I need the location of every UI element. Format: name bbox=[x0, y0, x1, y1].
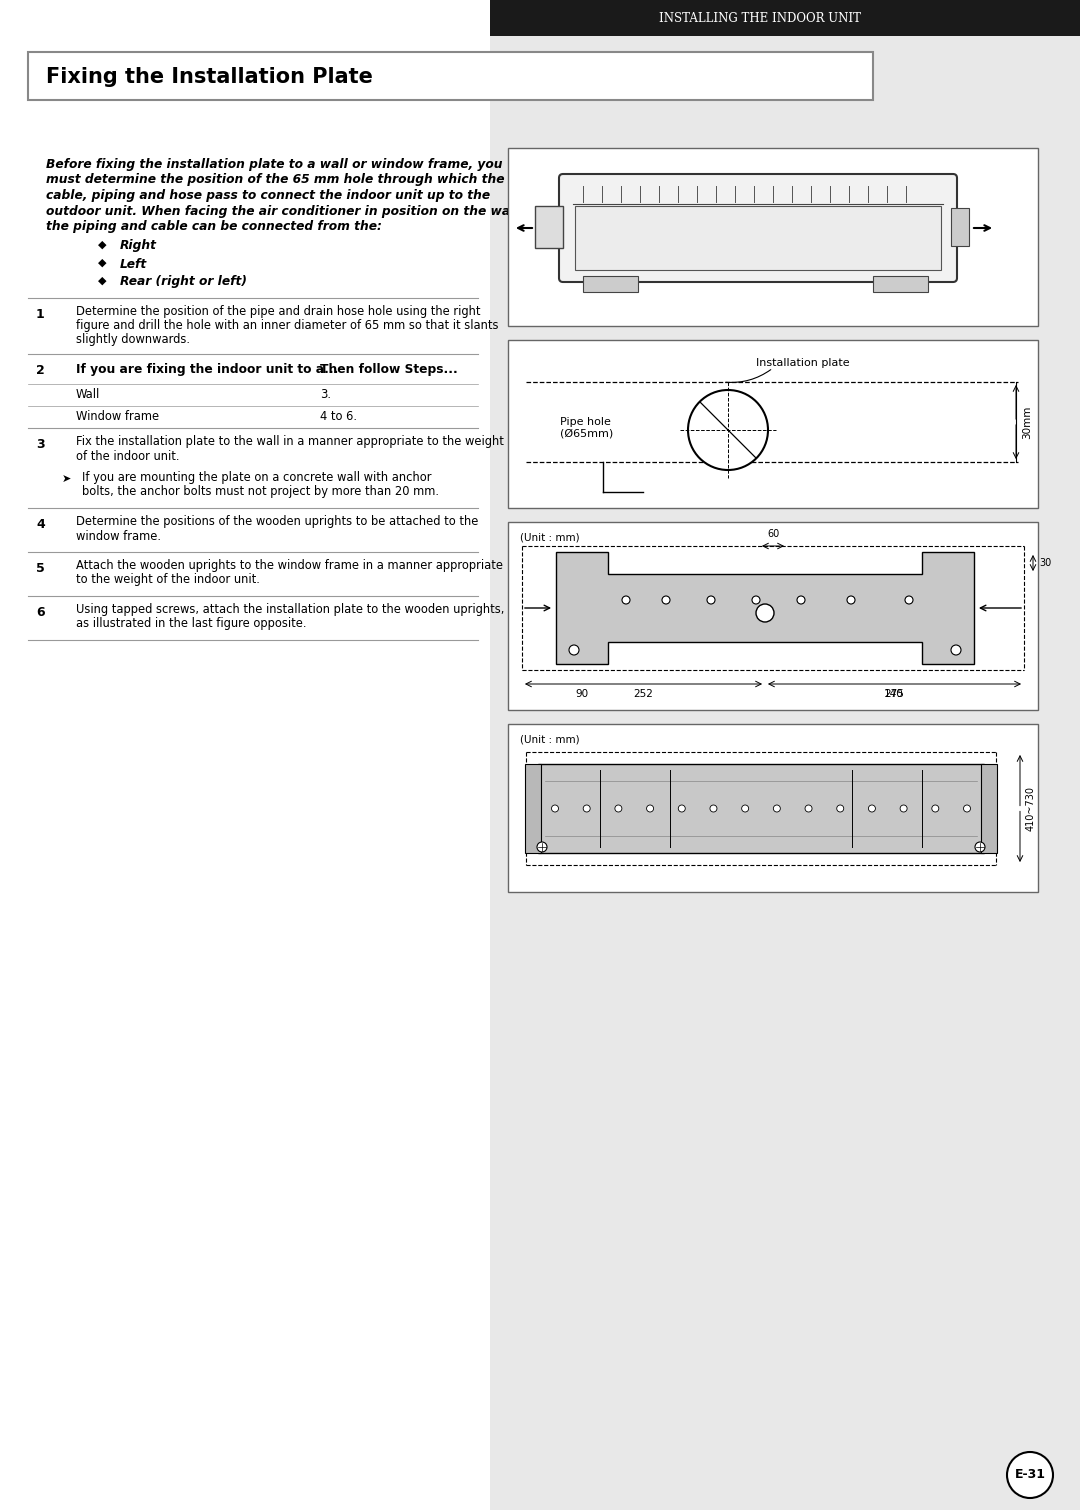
Circle shape bbox=[847, 596, 855, 604]
Text: Wall: Wall bbox=[76, 388, 100, 402]
FancyBboxPatch shape bbox=[559, 174, 957, 282]
Bar bbox=[490, 0, 1080, 1510]
Circle shape bbox=[837, 805, 843, 812]
Bar bbox=[508, 148, 1038, 326]
Circle shape bbox=[975, 843, 985, 852]
Text: 30mm: 30mm bbox=[1022, 405, 1032, 439]
Circle shape bbox=[1007, 1453, 1053, 1498]
Text: If you are fixing the indoor unit to a...: If you are fixing the indoor unit to a..… bbox=[76, 364, 338, 376]
Text: ➤: ➤ bbox=[62, 474, 71, 483]
Text: window frame.: window frame. bbox=[76, 530, 161, 542]
Bar bbox=[490, 0, 1080, 36]
Text: Pipe hole
(Ø65mm): Pipe hole (Ø65mm) bbox=[561, 417, 613, 439]
Text: Window frame: Window frame bbox=[76, 411, 159, 423]
Circle shape bbox=[756, 604, 774, 622]
Polygon shape bbox=[556, 553, 974, 664]
Text: outdoor unit. When facing the air conditioner in position on the wall,: outdoor unit. When facing the air condit… bbox=[46, 204, 523, 217]
Text: Fix the installation plate to the wall in a manner appropriate to the weight: Fix the installation plate to the wall i… bbox=[76, 435, 504, 448]
Text: 410~730: 410~730 bbox=[1026, 787, 1036, 831]
Text: Then follow Steps...: Then follow Steps... bbox=[320, 364, 458, 376]
Text: Installation plate: Installation plate bbox=[756, 358, 850, 368]
Circle shape bbox=[805, 805, 812, 812]
Circle shape bbox=[622, 596, 630, 604]
Text: Attach the wooden uprights to the window frame in a manner appropriate: Attach the wooden uprights to the window… bbox=[76, 560, 503, 572]
Text: Determine the position of the pipe and drain hose hole using the right: Determine the position of the pipe and d… bbox=[76, 305, 481, 319]
Circle shape bbox=[905, 596, 913, 604]
Bar bbox=[508, 723, 1038, 892]
Circle shape bbox=[662, 596, 670, 604]
Circle shape bbox=[615, 805, 622, 812]
Bar bbox=[981, 764, 997, 853]
Text: cable, piping and hose pass to connect the indoor unit up to the: cable, piping and hose pass to connect t… bbox=[46, 189, 490, 202]
Text: 6: 6 bbox=[36, 606, 44, 619]
Text: Before fixing the installation plate to a wall or window frame, you: Before fixing the installation plate to … bbox=[46, 159, 502, 171]
Text: ◆: ◆ bbox=[98, 275, 107, 285]
Text: 60: 60 bbox=[767, 528, 779, 539]
Circle shape bbox=[932, 805, 939, 812]
Text: ◆: ◆ bbox=[98, 240, 107, 249]
Text: of the indoor unit.: of the indoor unit. bbox=[76, 450, 179, 462]
Circle shape bbox=[742, 805, 748, 812]
Text: Using tapped screws, attach the installation plate to the wooden uprights,: Using tapped screws, attach the installa… bbox=[76, 604, 504, 616]
Circle shape bbox=[710, 805, 717, 812]
Bar bbox=[873, 276, 928, 291]
Circle shape bbox=[569, 645, 579, 655]
Circle shape bbox=[537, 843, 546, 852]
Text: 3.: 3. bbox=[320, 388, 330, 402]
Text: INSTALLING THE INDOOR UNIT: INSTALLING THE INDOOR UNIT bbox=[659, 12, 861, 24]
Bar bbox=[525, 764, 541, 853]
Bar bbox=[575, 205, 941, 270]
Text: 1: 1 bbox=[36, 308, 44, 320]
Text: slightly downwards.: slightly downwards. bbox=[76, 334, 190, 346]
Circle shape bbox=[951, 645, 961, 655]
Text: 5: 5 bbox=[36, 562, 44, 574]
Bar bbox=[951, 208, 969, 246]
Text: 90: 90 bbox=[576, 689, 589, 699]
Bar bbox=[508, 340, 1038, 507]
Text: 4: 4 bbox=[36, 518, 44, 530]
Circle shape bbox=[797, 596, 805, 604]
Text: (Unit : mm): (Unit : mm) bbox=[519, 532, 580, 542]
Bar bbox=[535, 205, 563, 248]
Bar bbox=[28, 51, 873, 100]
Text: as illustrated in the last figure opposite.: as illustrated in the last figure opposi… bbox=[76, 618, 307, 631]
Bar bbox=[538, 764, 984, 853]
Text: Left: Left bbox=[120, 258, 147, 270]
Circle shape bbox=[773, 805, 781, 812]
Text: Rear (right or left): Rear (right or left) bbox=[120, 275, 247, 288]
Text: Right: Right bbox=[120, 240, 157, 252]
Text: If you are mounting the plate on a concrete wall with anchor: If you are mounting the plate on a concr… bbox=[82, 471, 432, 485]
Text: (Unit : mm): (Unit : mm) bbox=[519, 734, 580, 744]
Text: 3: 3 bbox=[36, 438, 44, 450]
Text: to the weight of the indoor unit.: to the weight of the indoor unit. bbox=[76, 574, 260, 586]
Bar bbox=[583, 276, 638, 291]
Text: must determine the position of the 65 mm hole through which the: must determine the position of the 65 mm… bbox=[46, 174, 504, 187]
Text: bolts, the anchor bolts must not project by more than 20 mm.: bolts, the anchor bolts must not project… bbox=[82, 486, 438, 498]
Text: 2: 2 bbox=[36, 364, 44, 376]
Circle shape bbox=[647, 805, 653, 812]
Text: 252: 252 bbox=[634, 689, 653, 699]
Text: the piping and cable can be connected from the:: the piping and cable can be connected fr… bbox=[46, 220, 382, 233]
Text: 30: 30 bbox=[1039, 559, 1051, 568]
Text: ◆: ◆ bbox=[98, 258, 107, 267]
Circle shape bbox=[900, 805, 907, 812]
Circle shape bbox=[752, 596, 760, 604]
Circle shape bbox=[678, 805, 686, 812]
Text: Fixing the Installation Plate: Fixing the Installation Plate bbox=[46, 66, 373, 88]
Text: 4 to 6.: 4 to 6. bbox=[320, 411, 357, 423]
Circle shape bbox=[583, 805, 590, 812]
Circle shape bbox=[707, 596, 715, 604]
Bar bbox=[508, 522, 1038, 710]
Text: figure and drill the hole with an inner diameter of 65 mm so that it slants: figure and drill the hole with an inner … bbox=[76, 320, 499, 332]
Text: E-31: E-31 bbox=[1014, 1469, 1045, 1481]
Text: Determine the positions of the wooden uprights to be attached to the: Determine the positions of the wooden up… bbox=[76, 515, 478, 528]
Circle shape bbox=[552, 805, 558, 812]
Circle shape bbox=[963, 805, 971, 812]
Circle shape bbox=[868, 805, 876, 812]
Text: 140: 140 bbox=[885, 689, 904, 699]
Text: 275: 275 bbox=[885, 689, 904, 699]
Circle shape bbox=[688, 390, 768, 470]
